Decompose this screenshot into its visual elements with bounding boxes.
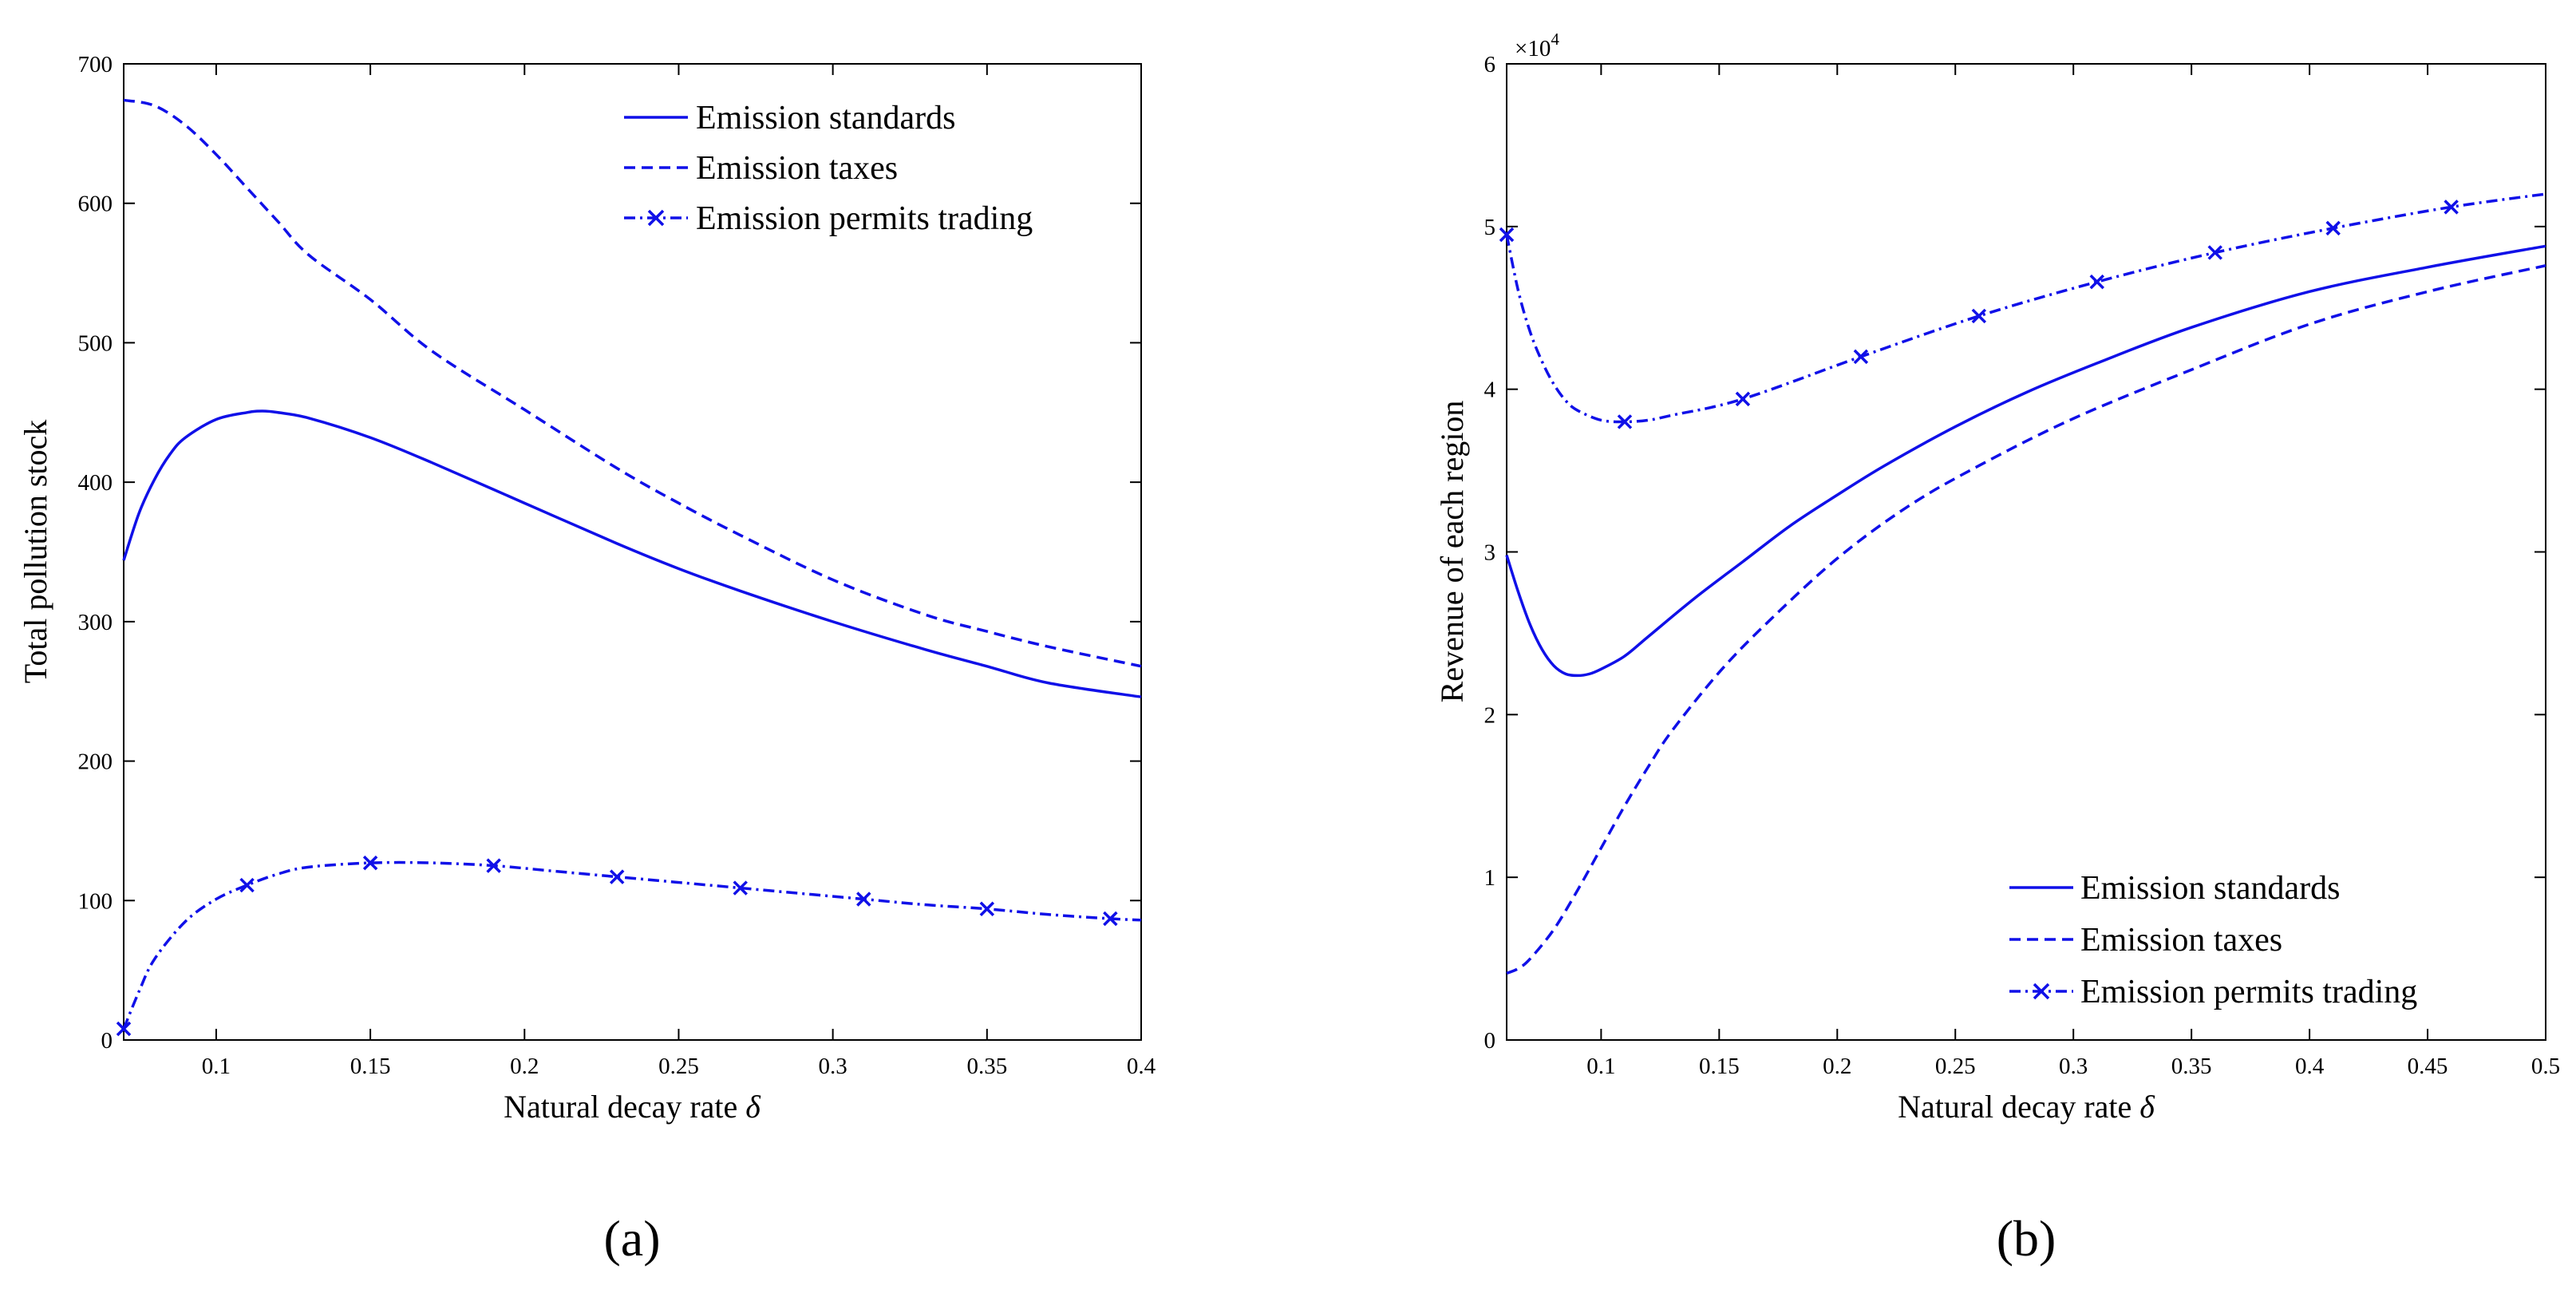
y-tick-label-b: 6 — [1484, 52, 1496, 77]
x-tick-label-b: 0.25 — [1935, 1054, 1976, 1079]
chart-panel-a: 0.1 0.15 0.2 0.25 0.3 0.35 0.4 0 100 200 300 400 500… — [18, 52, 1156, 1267]
x-tick-label-b: 0.2 — [1823, 1054, 1851, 1079]
y-tick-label-b: 1 — [1484, 865, 1496, 891]
y-tick-label-b: 3 — [1484, 540, 1496, 566]
series-marker-a-2 — [486, 858, 501, 873]
y-tick-label-b: 4 — [1484, 378, 1496, 403]
panel-label-b: (b) — [1997, 1210, 2056, 1267]
y-tick-label-a: 500 — [78, 330, 113, 356]
panel-label-a: (a) — [603, 1210, 660, 1267]
legend-label-taxes-a: Emission taxes — [696, 150, 898, 187]
series-marker-b-2 — [2089, 274, 2105, 290]
series-group-a — [116, 98, 1142, 1037]
series-marker-b-2 — [2444, 200, 2459, 215]
series-line-b-2 — [1505, 192, 2546, 424]
axes-ticks-a: 0.1 0.15 0.2 0.25 0.3 0.35 0.4 0 100 200 300 400 500… — [78, 52, 1156, 1079]
y-tick-label-a: 0 — [101, 1028, 113, 1054]
x-tick-label-b: 0.1 — [1586, 1054, 1615, 1079]
series-marker-a-2 — [362, 855, 378, 871]
series-marker-a-2 — [239, 877, 255, 893]
y-tick-label-a: 400 — [78, 470, 113, 496]
y-tick-label-a: 100 — [78, 888, 113, 914]
y-multiplier-b: ×104 — [1515, 30, 1559, 61]
legend-label-standards-b: Emission standards — [2080, 870, 2340, 907]
series-marker-a-2 — [1103, 911, 1118, 927]
y-tick-label-a: 300 — [78, 610, 113, 635]
x-tick-label-a: 0.4 — [1127, 1054, 1156, 1079]
x-tick-label-b: 0.4 — [2295, 1054, 2325, 1079]
plot-frame-b — [1506, 63, 2546, 1041]
x-tick-label-a: 0.35 — [966, 1054, 1007, 1079]
chart-panel-b: ×104 0.1 0.15 0.2 0.25 0.3 0.35 0.4 0.45 0.5 0 1 2 3… — [1434, 30, 2560, 1267]
legend-label-standards-a: Emission standards — [696, 100, 955, 136]
x-tick-label-b: 0.3 — [2059, 1054, 2088, 1079]
series-marker-b-2 — [1499, 227, 1515, 243]
series-line-a-0 — [122, 409, 1142, 698]
x-tick-label-a: 0.3 — [819, 1054, 847, 1079]
series-marker-b-2 — [1735, 391, 1751, 407]
series-line-b-0 — [1505, 244, 2546, 678]
series-marker-b-2 — [2325, 220, 2341, 236]
legend-marker-permits-b — [2033, 983, 2050, 1000]
y-tick-label-a: 600 — [78, 192, 113, 217]
series-marker-b-2 — [1853, 349, 1869, 365]
series-marker-a-2 — [116, 1021, 132, 1037]
y-tick-label-a: 700 — [78, 52, 113, 77]
series-marker-a-2 — [609, 869, 625, 884]
series-group-b — [1499, 192, 2546, 975]
series-marker-a-2 — [856, 892, 871, 907]
legend-a: Emission standards Emission taxes Emissi… — [624, 100, 1033, 237]
x-tick-label-b: 0.35 — [2171, 1054, 2212, 1079]
y-axis-label-b: Revenue of each region — [1434, 401, 1470, 703]
x-tick-label-a: 0.2 — [510, 1054, 539, 1079]
x-axis-label-b: Natural decay rate δ — [1898, 1089, 2155, 1125]
series-line-a-2 — [122, 860, 1142, 1030]
legend-label-permits-a: Emission permits trading — [696, 200, 1033, 237]
plot-frame-a — [123, 63, 1142, 1041]
y-tick-label-b: 5 — [1484, 215, 1496, 240]
x-tick-label-a: 0.15 — [350, 1054, 391, 1079]
legend-label-permits-b: Emission permits trading — [2080, 974, 2417, 1010]
x-tick-label-b: 0.45 — [2408, 1054, 2448, 1079]
y-tick-label-a: 200 — [78, 749, 113, 775]
series-marker-a-2 — [979, 901, 995, 917]
series-marker-a-2 — [733, 880, 748, 896]
series-marker-b-2 — [1617, 414, 1633, 429]
x-axis-label-a: Natural decay rate δ — [504, 1089, 761, 1125]
legend-marker-permits-a — [647, 209, 665, 227]
series-line-b-1 — [1506, 264, 2546, 975]
legend-label-taxes-b: Emission taxes — [2080, 922, 2282, 959]
legend-b: Emission standards Emission taxes Emissi… — [2009, 870, 2417, 1010]
series-marker-b-2 — [2207, 245, 2222, 260]
x-tick-label-b: 0.5 — [2531, 1054, 2560, 1079]
x-tick-label-a: 0.25 — [658, 1054, 699, 1079]
axes-ticks-b: 0.1 0.15 0.2 0.25 0.3 0.35 0.4 0.45 0.5 0 1 2 3 4 5 6 — [1484, 52, 2561, 1079]
y-axis-label-a: Total pollution stock — [18, 420, 53, 684]
x-tick-label-a: 0.1 — [202, 1054, 231, 1079]
y-tick-label-b: 2 — [1484, 702, 1496, 728]
x-tick-label-b: 0.15 — [1699, 1054, 1740, 1079]
y-tick-label-b: 0 — [1484, 1028, 1496, 1054]
series-marker-b-2 — [1971, 308, 1987, 324]
series-line-a-1 — [123, 98, 1142, 668]
